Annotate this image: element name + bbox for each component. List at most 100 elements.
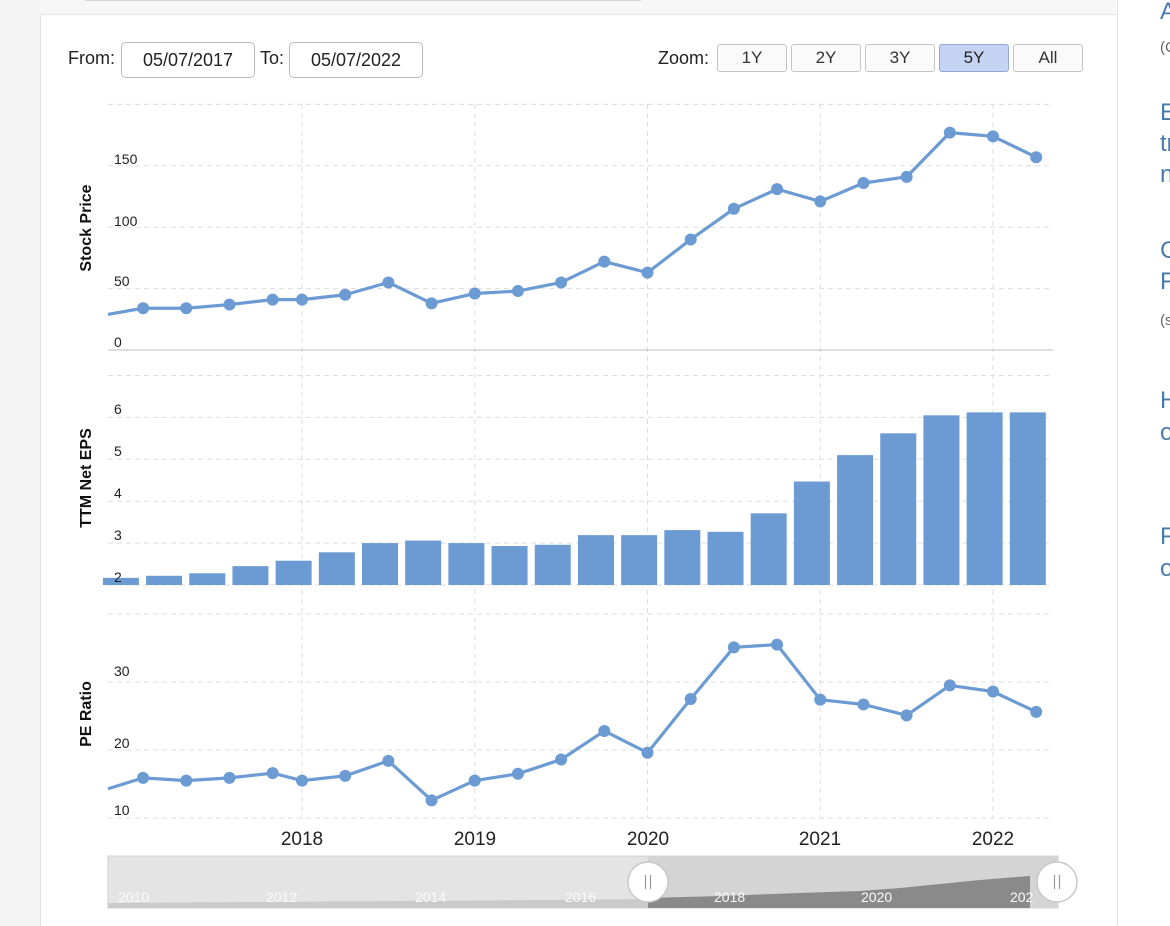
eps-bar[interactable] [275,560,312,585]
side-fragment: (s [1160,312,1170,329]
eps-bar[interactable] [405,540,442,585]
pe-point[interactable] [137,771,150,784]
pe-point[interactable] [555,753,568,766]
navigator-year-label: 2020 [861,889,892,905]
eps-bar[interactable] [621,535,658,585]
side-fragment[interactable]: H [1160,387,1170,414]
side-fragment[interactable]: C [1160,237,1170,264]
eps-bar[interactable] [362,543,399,585]
side-fragment[interactable]: o [1160,419,1170,446]
price-point[interactable] [382,276,395,289]
eps-bar[interactable] [966,412,1003,585]
side-fragment[interactable]: tr [1160,130,1170,157]
eps-bar[interactable] [707,531,744,585]
pe-point[interactable] [266,767,279,780]
eps-bar[interactable] [1009,412,1046,585]
x-tick-label: 2020 [627,829,669,850]
price-point[interactable] [943,126,956,139]
pe-point[interactable] [511,767,524,780]
pe-point[interactable] [598,724,611,737]
side-fragment[interactable]: F [1160,523,1170,550]
pe-point[interactable] [339,769,352,782]
price-point[interactable] [425,297,438,310]
price-point[interactable] [857,176,870,189]
eps-bar[interactable] [923,415,960,585]
eps-bars [102,412,1046,585]
pe-point[interactable] [223,771,236,784]
eps-bar[interactable] [146,575,183,585]
price-point[interactable] [684,233,697,246]
pe-point[interactable] [468,774,481,787]
eps-bar[interactable] [491,546,528,585]
side-fragment[interactable]: A [1160,0,1170,25]
pe-point[interactable] [987,685,999,698]
pe-point[interactable] [857,698,870,711]
price-point[interactable] [180,302,193,315]
eps-bar[interactable] [534,544,571,585]
zoom-1y-button[interactable]: 1Y [717,44,787,72]
pe-point[interactable] [814,693,827,706]
pe-point[interactable] [382,754,395,767]
navigator-year-label: 2010 [118,889,149,905]
eps-bar[interactable] [793,481,830,585]
pe-point[interactable] [425,794,438,807]
price-series [108,126,1043,316]
eps-bar[interactable] [232,566,269,585]
to-label: To: [260,48,285,68]
side-fragment[interactable]: o [1160,555,1170,582]
zoom-5y-button[interactable]: 5Y [939,44,1009,72]
eps-bar[interactable] [102,577,139,585]
price-point[interactable] [727,202,740,215]
pe-point[interactable] [727,641,740,654]
pe-axis-title: PE Ratio [78,681,95,747]
price-point[interactable] [339,288,352,301]
pe-point[interactable] [900,709,913,722]
price-point[interactable] [987,130,999,143]
navigator-right-handle[interactable] [1036,861,1078,903]
pe-point[interactable] [943,679,956,692]
navigator-left-handle[interactable] [627,861,669,903]
price-point[interactable] [137,302,150,315]
eps-bar[interactable] [750,513,787,585]
pe-ytick: 20 [114,735,130,751]
price-point[interactable] [555,276,568,289]
from-date-input[interactable] [121,42,255,78]
price-point[interactable] [771,183,784,196]
price-point[interactable] [266,293,279,306]
price-point[interactable] [598,255,611,268]
pe-gridlines [108,613,1053,819]
price-point[interactable] [296,293,308,306]
zoom-all-button[interactable]: All [1013,44,1083,72]
zoom-3y-button[interactable]: 3Y [865,44,935,72]
x-tick-label: 2018 [281,829,323,850]
navigator-year-label: 2012 [266,889,297,905]
eps-bar[interactable] [880,433,917,585]
price-point[interactable] [641,266,654,279]
eps-bar[interactable] [189,573,226,585]
price-point[interactable] [223,298,236,311]
price-point[interactable] [900,170,913,183]
pe-point[interactable] [180,774,193,787]
x-tick-label: 2021 [799,829,841,850]
zoom-2y-button[interactable]: 2Y [791,44,861,72]
eps-bar[interactable] [448,543,485,585]
price-point[interactable] [511,285,524,298]
eps-bar[interactable] [664,530,701,585]
side-fragment[interactable]: F [1160,268,1170,295]
price-point[interactable] [814,195,827,208]
pe-ytick: 10 [114,802,130,818]
eps-bar[interactable] [318,552,355,585]
eps-bar[interactable] [837,455,874,585]
pe-point[interactable] [684,693,697,705]
pe-point[interactable] [771,638,784,651]
price-point[interactable] [468,287,481,300]
price-point[interactable] [1030,151,1043,164]
range-navigator[interactable]: 2010 2012 2014 2016 2018 2020 202 [107,855,1078,909]
pe-point[interactable] [296,774,308,787]
side-fragment[interactable]: n [1160,161,1170,188]
pe-point[interactable] [641,746,654,759]
to-date-input[interactable] [289,42,423,78]
pe-point[interactable] [1030,705,1043,718]
side-fragment[interactable]: E [1160,99,1170,126]
eps-bar[interactable] [577,535,614,585]
